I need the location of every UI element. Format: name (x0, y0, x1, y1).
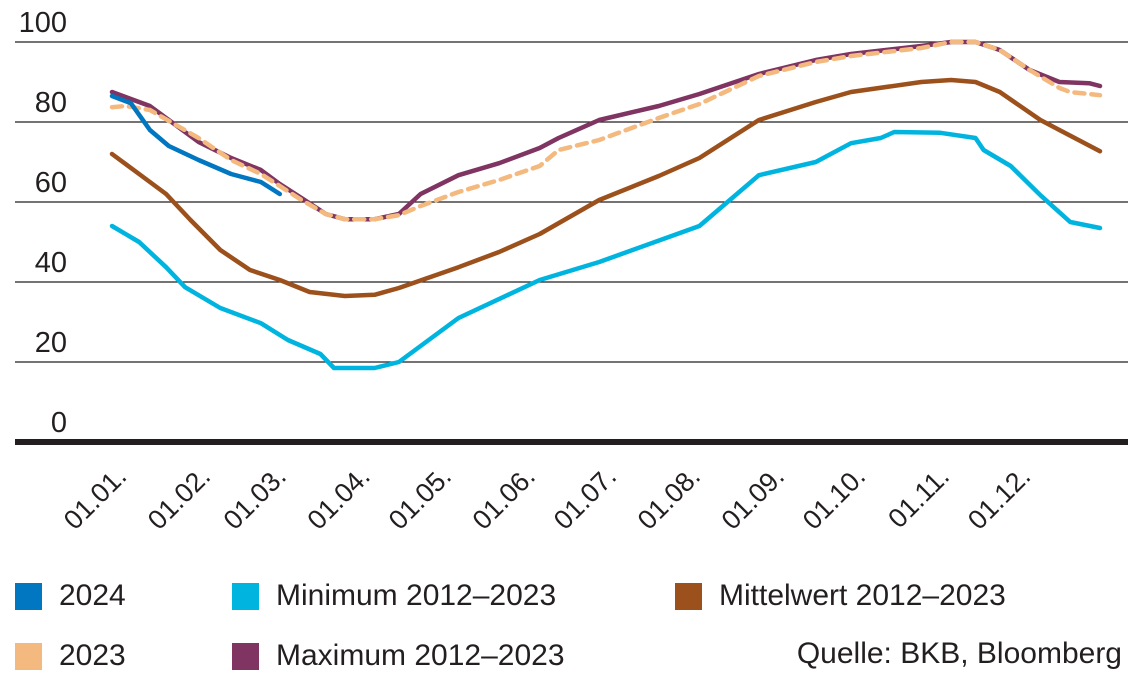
legend-swatch-2023 (15, 642, 42, 670)
x-tick-label: 01.11. (882, 461, 955, 534)
y-tick-label: 100 (19, 7, 67, 39)
x-tick-label: 01.12. (962, 461, 1036, 535)
x-tick-label: 01.09. (716, 461, 790, 535)
legend-swatch-minimum (232, 582, 259, 610)
y-tick-label: 0 (51, 407, 67, 439)
legend-label: Maximum 2012–2023 (276, 639, 565, 672)
y-tick-label: 20 (35, 327, 67, 359)
series-line-max (109, 39, 1103, 222)
x-axis-ticks: 01.01. 01.02. 01.03. 01.04. 01.05. 01.06. 01.0… (58, 461, 1036, 535)
legend-item-minimum: Minimum 2012–2023 (232, 579, 556, 613)
series-line-mean (109, 77, 1103, 299)
x-tick-label: 01.10. (797, 461, 871, 535)
y-axis-ticks: 0 20 40 60 80 100 (19, 7, 67, 439)
legend-item-2023: 2023 (15, 639, 126, 673)
legend-label: Minimum 2012–2023 (276, 579, 557, 612)
y-tick-label: 80 (35, 87, 67, 119)
x-tick-label: 01.01. (58, 461, 132, 535)
legend-swatch-2024 (15, 582, 42, 610)
y-tick-label: 60 (35, 167, 67, 199)
x-tick-label: 01.04. (302, 461, 376, 535)
legend-label: 2024 (59, 579, 126, 612)
legend-swatch-mittelwert (675, 582, 702, 610)
x-tick-label: 01.05. (383, 461, 457, 535)
x-tick-label: 01.06. (467, 461, 541, 535)
legend-item-mittelwert: Mittelwert 2012–2023 (675, 579, 1006, 613)
series-lines (109, 39, 1103, 371)
legend-label: Mittelwert 2012–2023 (719, 579, 1006, 612)
series-line-y2024 (109, 93, 283, 197)
legend-item-maximum: Maximum 2012–2023 (232, 639, 565, 673)
legend-label: 2023 (59, 639, 126, 672)
x-axis-baseline (15, 439, 1128, 445)
series-line-min (109, 129, 1103, 371)
x-tick-label: 01.08. (632, 461, 706, 535)
series-line-y2023 (109, 39, 1103, 222)
legend-item-2024: 2024 (15, 579, 126, 613)
y-tick-label: 40 (35, 247, 67, 279)
x-tick-label: 01.03. (218, 461, 292, 535)
legend-swatch-maximum (232, 642, 259, 670)
gridlines (15, 41, 1128, 363)
x-tick-label: 01.02. (142, 461, 216, 535)
x-tick-label: 01.07. (548, 461, 622, 535)
